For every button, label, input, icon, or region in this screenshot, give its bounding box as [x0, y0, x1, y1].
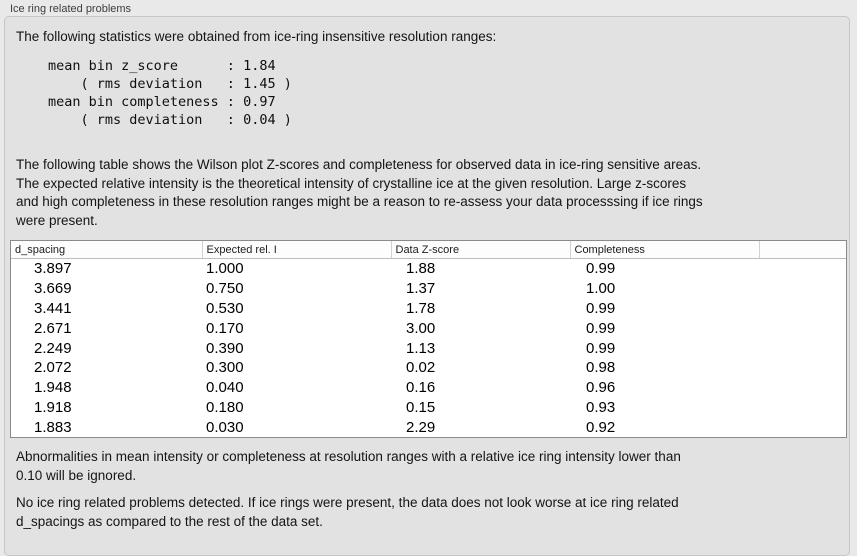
table-cell: 1.13: [406, 339, 436, 357]
table-cell: 1.918: [34, 398, 72, 416]
table-cell: 1.000: [206, 260, 244, 278]
table-cell: 0.99: [586, 299, 616, 317]
table-cell-empty: [759, 338, 846, 358]
table-cell: 0.99: [586, 339, 616, 357]
table-cell: 0.300: [206, 359, 244, 377]
table-cell: 0.93: [586, 398, 616, 416]
table-cell-empty: [759, 259, 846, 279]
table-row[interactable]: 3.897 1.000 1.88 0.99: [11, 259, 846, 279]
table-cell-empty: [759, 417, 846, 437]
table-row[interactable]: 2.671 0.170 3.00 0.99: [11, 318, 846, 338]
table-cell: 2.671: [34, 319, 72, 337]
table-cell: 2.29: [406, 418, 436, 436]
table-row[interactable]: 1.918 0.180 0.15 0.93: [11, 398, 846, 418]
conclusion-paragraph: No ice ring related problems detected. I…: [16, 495, 679, 529]
table-header-row: d_spacing Expected rel. I Data Z-score C…: [11, 241, 846, 259]
table-row[interactable]: 2.072 0.300 0.02 0.98: [11, 358, 846, 378]
table-cell: 3.00: [406, 319, 436, 337]
table-row[interactable]: 1.948 0.040 0.16 0.96: [11, 378, 846, 398]
table-cell: 0.99: [586, 260, 616, 278]
table-cell: 3.897: [34, 260, 72, 278]
groupbox-title: Ice ring related problems: [10, 3, 132, 15]
table-cell: 0.15: [406, 398, 436, 416]
table-cell: 0.390: [206, 339, 244, 357]
table-cell: 1.78: [406, 299, 436, 317]
table-cell: 0.99: [586, 319, 616, 337]
table-cell: 0.92: [586, 418, 616, 436]
statistics-block: mean bin z_score : 1.84 ( rms deviation …: [48, 58, 292, 128]
table-cell-empty: [759, 378, 846, 398]
table-cell: 1.37: [406, 280, 436, 298]
table-cell: 0.170: [206, 319, 244, 337]
column-header-empty[interactable]: [758, 241, 846, 259]
table-cell-empty: [759, 358, 846, 378]
ice-ring-table[interactable]: d_spacing Expected rel. I Data Z-score C…: [10, 240, 847, 438]
table-cell: 1.883: [34, 418, 72, 436]
table-row[interactable]: 3.669 0.750 1.37 1.00: [11, 279, 846, 299]
table-cell: 2.249: [34, 339, 72, 357]
table-cell: 3.441: [34, 299, 72, 317]
table-row[interactable]: 2.249 0.390 1.13 0.99: [11, 338, 846, 358]
table-cell: 0.040: [206, 379, 244, 397]
table-cell: 0.530: [206, 299, 244, 317]
ignore-note-paragraph: Abnormalities in mean intensity or compl…: [16, 449, 681, 483]
column-header-data-z-score[interactable]: Data Z-score: [390, 241, 570, 259]
table-description-paragraph: The following table shows the Wilson plo…: [16, 157, 703, 228]
column-header-expected-rel-i[interactable]: Expected rel. I: [201, 241, 391, 259]
ice-ring-report-page: Ice ring related problems The following …: [4, 3, 850, 556]
table-cell: 1.88: [406, 260, 436, 278]
intro-paragraph: The following statistics were obtained f…: [16, 29, 497, 44]
table-cell-empty: [759, 299, 846, 319]
table-cell: 0.02: [406, 359, 436, 377]
table-cell-empty: [759, 279, 846, 299]
table-cell: 0.16: [406, 379, 436, 397]
table-cell: 0.96: [586, 379, 616, 397]
table-cell: 2.072: [34, 359, 72, 377]
table-body: 3.897 1.000 1.88 0.99 3.669 0.750 1.37 1.00 3.44…: [11, 259, 846, 438]
ice-ring-data-table: d_spacing Expected rel. I Data Z-score C…: [11, 241, 846, 437]
table-cell: 1.948: [34, 379, 72, 397]
table-row[interactable]: 1.883 0.030 2.29 0.92: [11, 417, 846, 437]
table-cell-empty: [759, 398, 846, 418]
table-cell: 0.750: [206, 280, 244, 298]
table-cell: 0.030: [206, 418, 244, 436]
table-cell: 1.00: [586, 280, 616, 298]
column-header-d-spacing[interactable]: d_spacing: [11, 241, 202, 259]
table-cell: 0.180: [206, 398, 244, 416]
column-header-completeness[interactable]: Completeness: [569, 241, 759, 259]
table-row[interactable]: 3.441 0.530 1.78 0.99: [11, 299, 846, 319]
ice-ring-groupbox: The following statistics were obtained f…: [4, 16, 850, 556]
table-cell: 0.98: [586, 359, 616, 377]
table-cell-empty: [759, 318, 846, 338]
table-cell: 3.669: [34, 280, 72, 298]
